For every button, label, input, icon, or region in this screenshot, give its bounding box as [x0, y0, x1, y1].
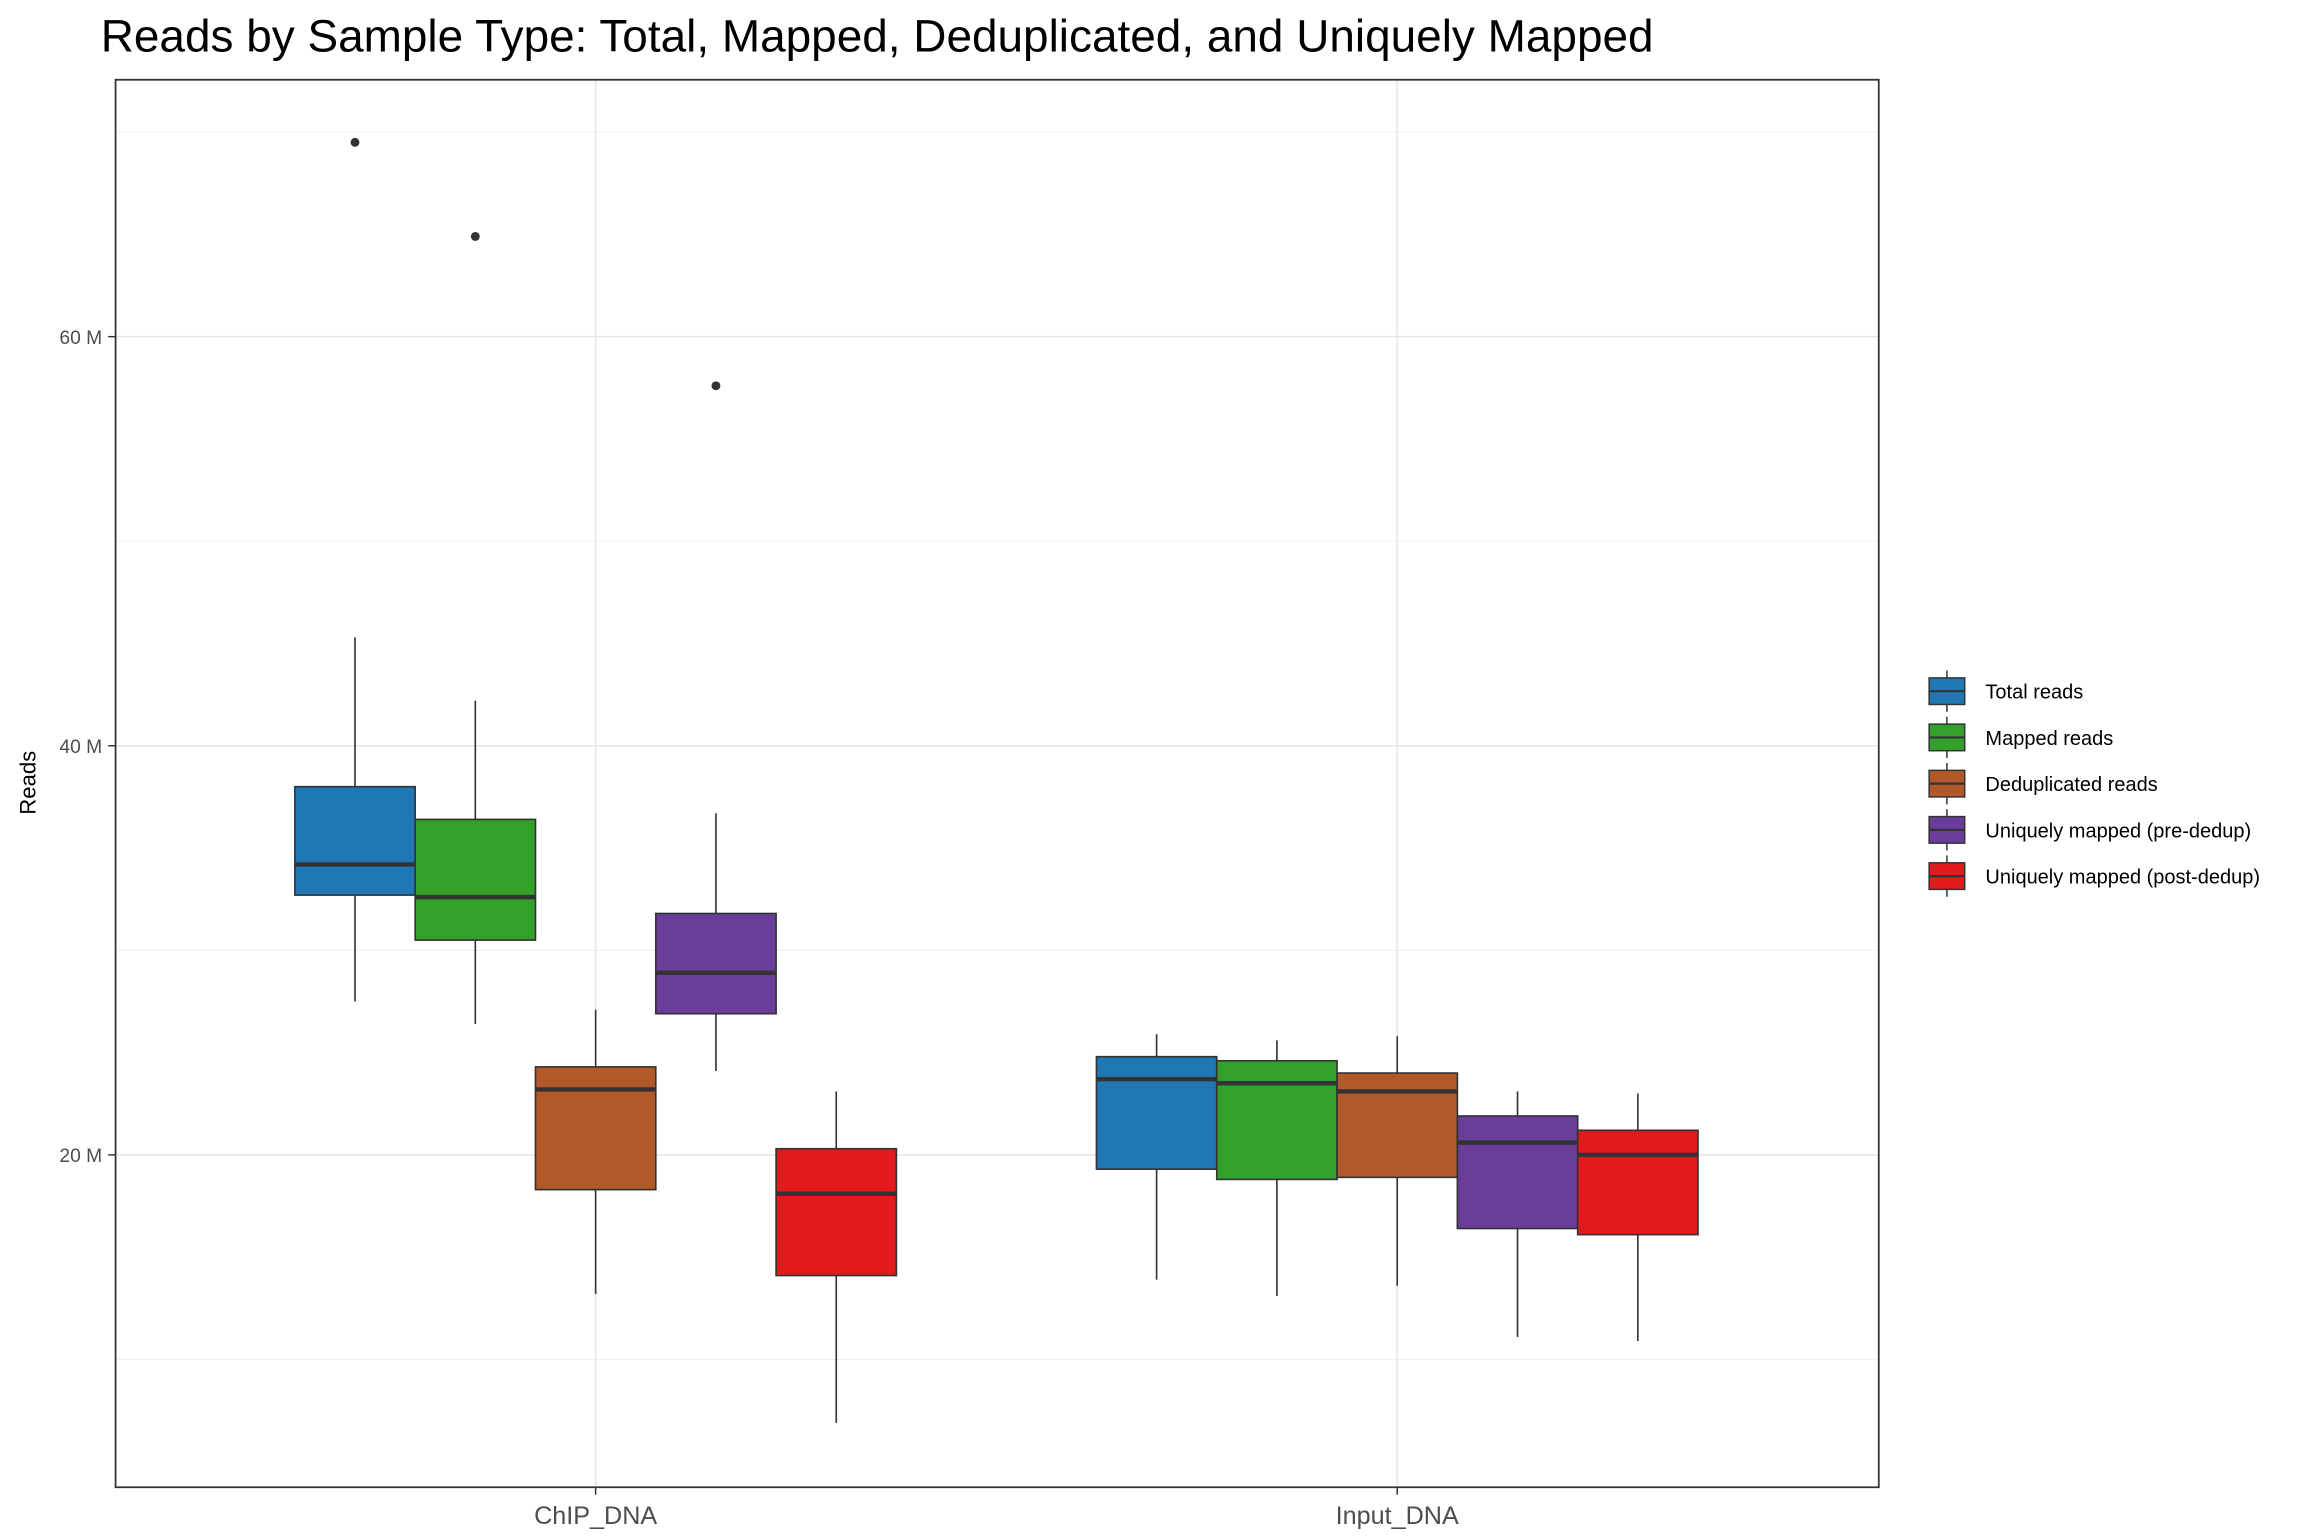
box-iqr — [1095, 1055, 1218, 1170]
box-iqr — [654, 912, 777, 1015]
legend-item: Total reads — [1928, 670, 2083, 712]
x-tick-label: ChIP_DNA — [534, 1502, 657, 1530]
legend-item: Deduplicated reads — [1928, 762, 2158, 805]
box-mapped-reads-chip_dna — [414, 232, 537, 1024]
box-iqr — [775, 1147, 898, 1277]
legend-label: Mapped reads — [1985, 728, 2113, 750]
outlier-point — [470, 232, 480, 241]
x-tick-label: Input_DNA — [1336, 1502, 1459, 1530]
plot-panel-background — [115, 79, 1879, 1488]
legend-item: Mapped reads — [1928, 716, 2113, 759]
y-tick-label: 20 M — [59, 1146, 102, 1167]
box-iqr — [414, 818, 537, 941]
box-deduplicated-reads-input_dna — [1336, 1036, 1459, 1286]
legend-item: Uniquely mapped (post-dedup) — [1928, 855, 2260, 897]
legend-item: Uniquely mapped (pre-dedup) — [1928, 809, 2251, 851]
x-axis: ChIP_DNA Input_DNA — [534, 1487, 1459, 1530]
box-uniquely-mapped-pre-dedup--chip_dna — [654, 381, 777, 1072]
box-iqr — [1215, 1059, 1338, 1181]
y-axis-label: Reads — [16, 751, 41, 815]
legend-label: Uniquely mapped (post-dedup) — [1985, 867, 2260, 889]
box-total-reads-input_dna — [1095, 1034, 1218, 1280]
box-iqr — [1456, 1115, 1579, 1230]
box-total-reads-chip_dna — [294, 137, 416, 1002]
boxes — [294, 137, 1699, 1423]
box-iqr — [1336, 1072, 1459, 1179]
legend-label: Uniquely mapped (pre-dedup) — [1985, 820, 2251, 842]
gridlines — [115, 79, 1879, 1488]
chart-title: Reads by Sample Type: Total, Mapped, Ded… — [101, 10, 1654, 62]
legend-label: Total reads — [1985, 682, 2083, 704]
box-deduplicated-reads-chip_dna — [534, 1009, 657, 1294]
plot-panel-border — [114, 78, 1880, 1489]
box-iqr — [294, 785, 416, 896]
outlier-point — [711, 381, 721, 391]
y-tick-label: 60 M — [59, 328, 102, 349]
y-axis: 20 M 40 M 60 M — [59, 328, 116, 1167]
y-tick-label: 40 M — [59, 737, 102, 758]
box-iqr — [534, 1066, 657, 1191]
box-uniquely-mapped-post-dedup--input_dna — [1576, 1093, 1699, 1342]
box-iqr — [1576, 1129, 1699, 1236]
box-mapped-reads-input_dna — [1215, 1040, 1338, 1297]
legend: Total reads Mapped reads Deduplicated read… — [1928, 670, 2260, 897]
legend-label: Deduplicated reads — [1985, 774, 2157, 796]
outlier-point — [350, 137, 360, 147]
box-uniquely-mapped-pre-dedup--input_dna — [1456, 1091, 1579, 1337]
box-uniquely-mapped-post-dedup--chip_dna — [775, 1091, 898, 1423]
